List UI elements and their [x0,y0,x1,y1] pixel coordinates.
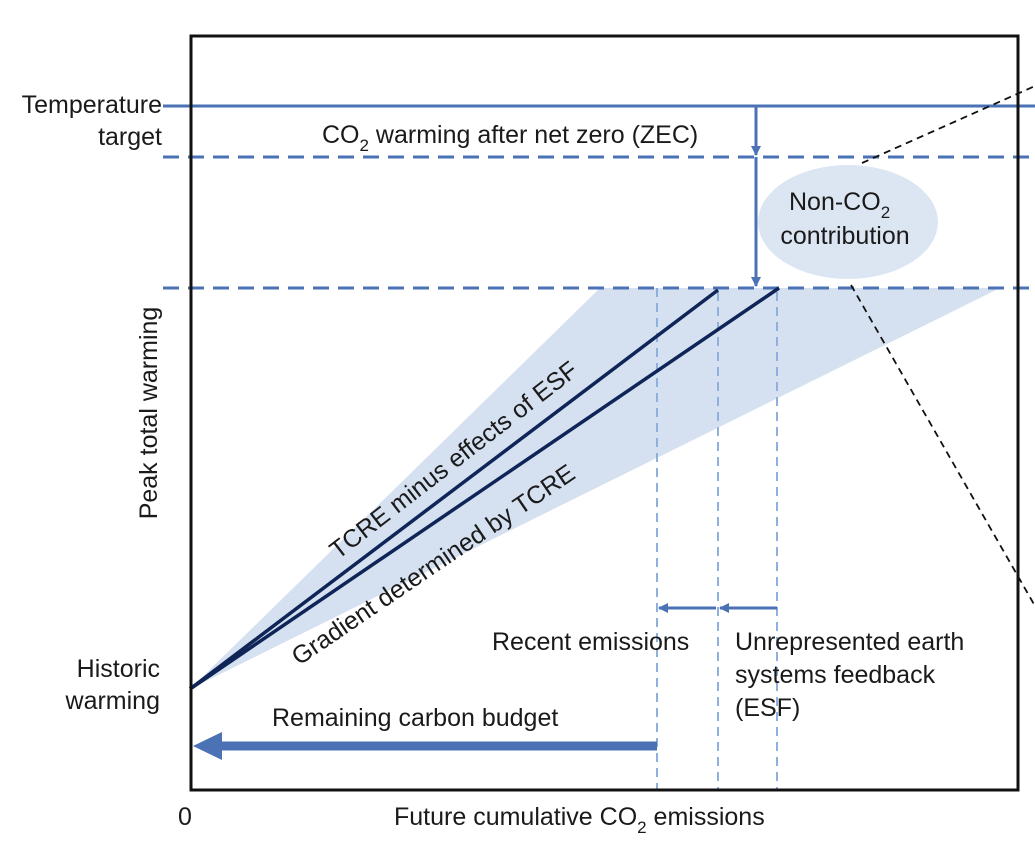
remaining-budget-arrow-head [193,732,222,760]
callout-dashed-line-upper [861,85,1035,164]
callout-dashed-line-lower [850,284,1035,607]
zec-label: CO2 warming after net zero (ZEC) [322,121,698,155]
remaining-budget-label: Remaining carbon budget [272,704,558,732]
esf-label-line1: Unrepresented earth [735,628,964,656]
recent-emissions-label: Recent emissions [492,628,689,656]
tcre-gradient-line [189,286,780,691]
esf-label-line2: systems feedback [735,661,936,689]
temperature-target-label-line2: target [98,123,162,151]
y-axis-label: Peak total warming [135,307,163,520]
non-co2-label-line1: Non-CO2 [789,188,890,222]
x-axis-label: Future cumulative CO2 emissions [394,803,765,837]
non-co2-ellipse [758,165,938,279]
non-co2-label-line2: contribution [780,222,909,250]
historic-warming-label-line1: Historic [77,655,160,683]
temperature-target-label-line1: Temperature [22,91,162,119]
tcre-minus-esf-line [188,288,720,691]
tcre-uncertainty-cone [190,288,1000,689]
x-axis-origin-label: 0 [178,803,192,831]
esf-label-line3: (ESF) [735,694,800,722]
historic-warming-label-line2: warming [65,687,160,715]
plot-frame [189,34,1020,792]
